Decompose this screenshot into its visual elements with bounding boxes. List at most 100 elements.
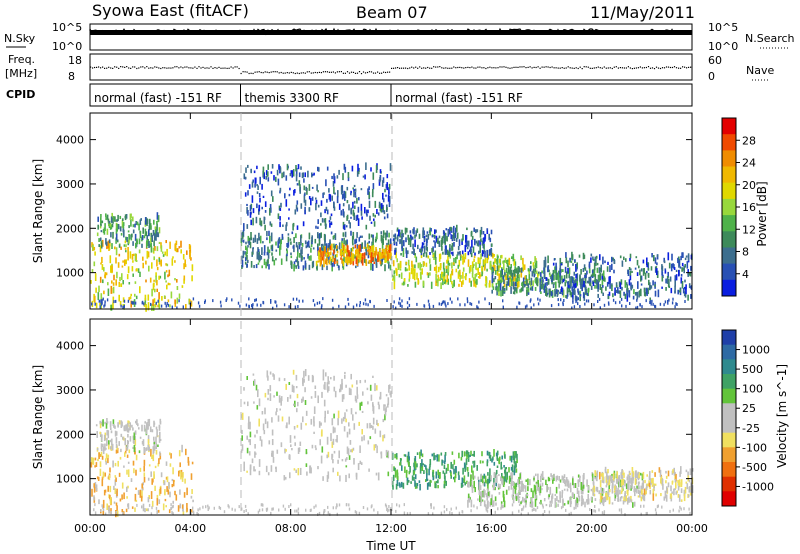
data-cell	[366, 213, 368, 217]
data-cell	[566, 488, 569, 492]
data-cell	[121, 273, 123, 280]
ground-scatter-cell	[577, 302, 579, 306]
ground-scatter-cell	[542, 505, 544, 509]
data-cell	[505, 283, 508, 291]
data-cell	[496, 266, 499, 272]
freq-point	[298, 72, 300, 75]
data-cell	[621, 496, 623, 499]
velocity-colorbar-tick-label: 1000	[742, 344, 770, 357]
data-cell	[368, 468, 370, 472]
data-cell	[103, 267, 105, 272]
data-cell	[176, 297, 179, 304]
data-cell	[341, 394, 344, 402]
data-cell	[433, 235, 436, 239]
data-cell	[602, 488, 605, 494]
data-cell	[562, 476, 565, 483]
data-cell	[124, 214, 127, 221]
data-cell	[389, 238, 392, 246]
data-cell	[515, 269, 517, 274]
ground-scatter-cell	[297, 507, 300, 511]
freq-point	[389, 71, 391, 73]
data-cell	[449, 244, 451, 252]
ground-scatter-cell	[557, 303, 560, 307]
ground-scatter-cell	[560, 298, 562, 302]
freq-point	[411, 66, 413, 68]
data-cell	[414, 264, 416, 269]
data-cell	[595, 279, 597, 285]
data-cell	[278, 245, 281, 250]
data-cell	[151, 454, 153, 459]
data-cell	[286, 422, 288, 429]
ground-scatter-cell	[172, 512, 174, 516]
ground-scatter-cell	[244, 504, 247, 508]
data-cell	[168, 481, 170, 489]
freq-point	[236, 66, 238, 68]
freq-point	[238, 67, 240, 70]
ground-scatter-cell	[668, 298, 670, 302]
data-cell	[598, 267, 601, 274]
data-cell	[292, 169, 295, 177]
ground-scatter-cell	[500, 506, 502, 510]
power-colorbar-tick-label: 24	[742, 157, 756, 170]
ground-scatter-cell	[157, 299, 159, 303]
data-cell	[281, 233, 284, 240]
data-cell	[277, 415, 280, 422]
data-cell	[291, 170, 293, 178]
data-cell	[631, 270, 633, 273]
data-cell	[652, 477, 654, 486]
data-cell	[498, 290, 500, 296]
data-cell	[365, 209, 368, 215]
data-cell	[406, 477, 409, 486]
data-cell	[336, 175, 339, 179]
data-cell	[278, 164, 280, 170]
freq-point	[140, 66, 142, 68]
data-cell	[306, 241, 309, 248]
ground-scatter-cell	[502, 299, 504, 303]
freq-point	[419, 66, 421, 68]
data-cell	[144, 421, 146, 424]
data-cell	[321, 251, 323, 257]
data-cell	[372, 406, 375, 414]
data-cell	[350, 255, 353, 261]
data-cell	[689, 468, 692, 476]
data-cell	[471, 235, 474, 240]
freq-point	[583, 66, 585, 68]
data-cell	[568, 286, 571, 293]
data-cell	[620, 479, 623, 486]
data-cell	[493, 449, 495, 457]
data-cell	[478, 276, 480, 279]
xtick-label: 20:00	[576, 522, 608, 535]
data-cell	[468, 278, 471, 283]
freq-point	[370, 71, 373, 73]
data-cell	[541, 482, 544, 487]
ground-scatter-cell	[237, 301, 240, 305]
data-cell	[405, 237, 407, 243]
nsearch-label: N.Search	[745, 32, 795, 45]
data-cell	[580, 284, 582, 289]
ground-scatter-cell	[577, 297, 579, 301]
ground-scatter-cell	[645, 512, 647, 515]
ground-scatter-cell	[550, 304, 553, 308]
data-cell	[511, 494, 514, 498]
data-cell	[527, 486, 529, 492]
freq-point	[368, 71, 371, 73]
data-cell	[267, 171, 269, 177]
data-cell	[101, 220, 104, 224]
data-cell	[260, 256, 263, 260]
freq-point	[627, 66, 629, 68]
data-cell	[551, 493, 554, 499]
power-colorbar-swatch	[722, 182, 736, 200]
freq-point	[559, 67, 561, 69]
data-cell	[291, 384, 294, 393]
data-cell	[308, 255, 311, 261]
ground-scatter-cell	[331, 298, 334, 302]
data-cell	[553, 282, 555, 285]
ground-scatter-cell	[654, 508, 657, 512]
data-cell	[152, 446, 155, 454]
data-cell	[270, 237, 273, 242]
data-cell	[267, 164, 269, 170]
data-cell	[245, 257, 247, 261]
ground-scatter-cell	[228, 505, 230, 509]
data-cell	[682, 287, 685, 294]
data-cell	[158, 304, 161, 310]
